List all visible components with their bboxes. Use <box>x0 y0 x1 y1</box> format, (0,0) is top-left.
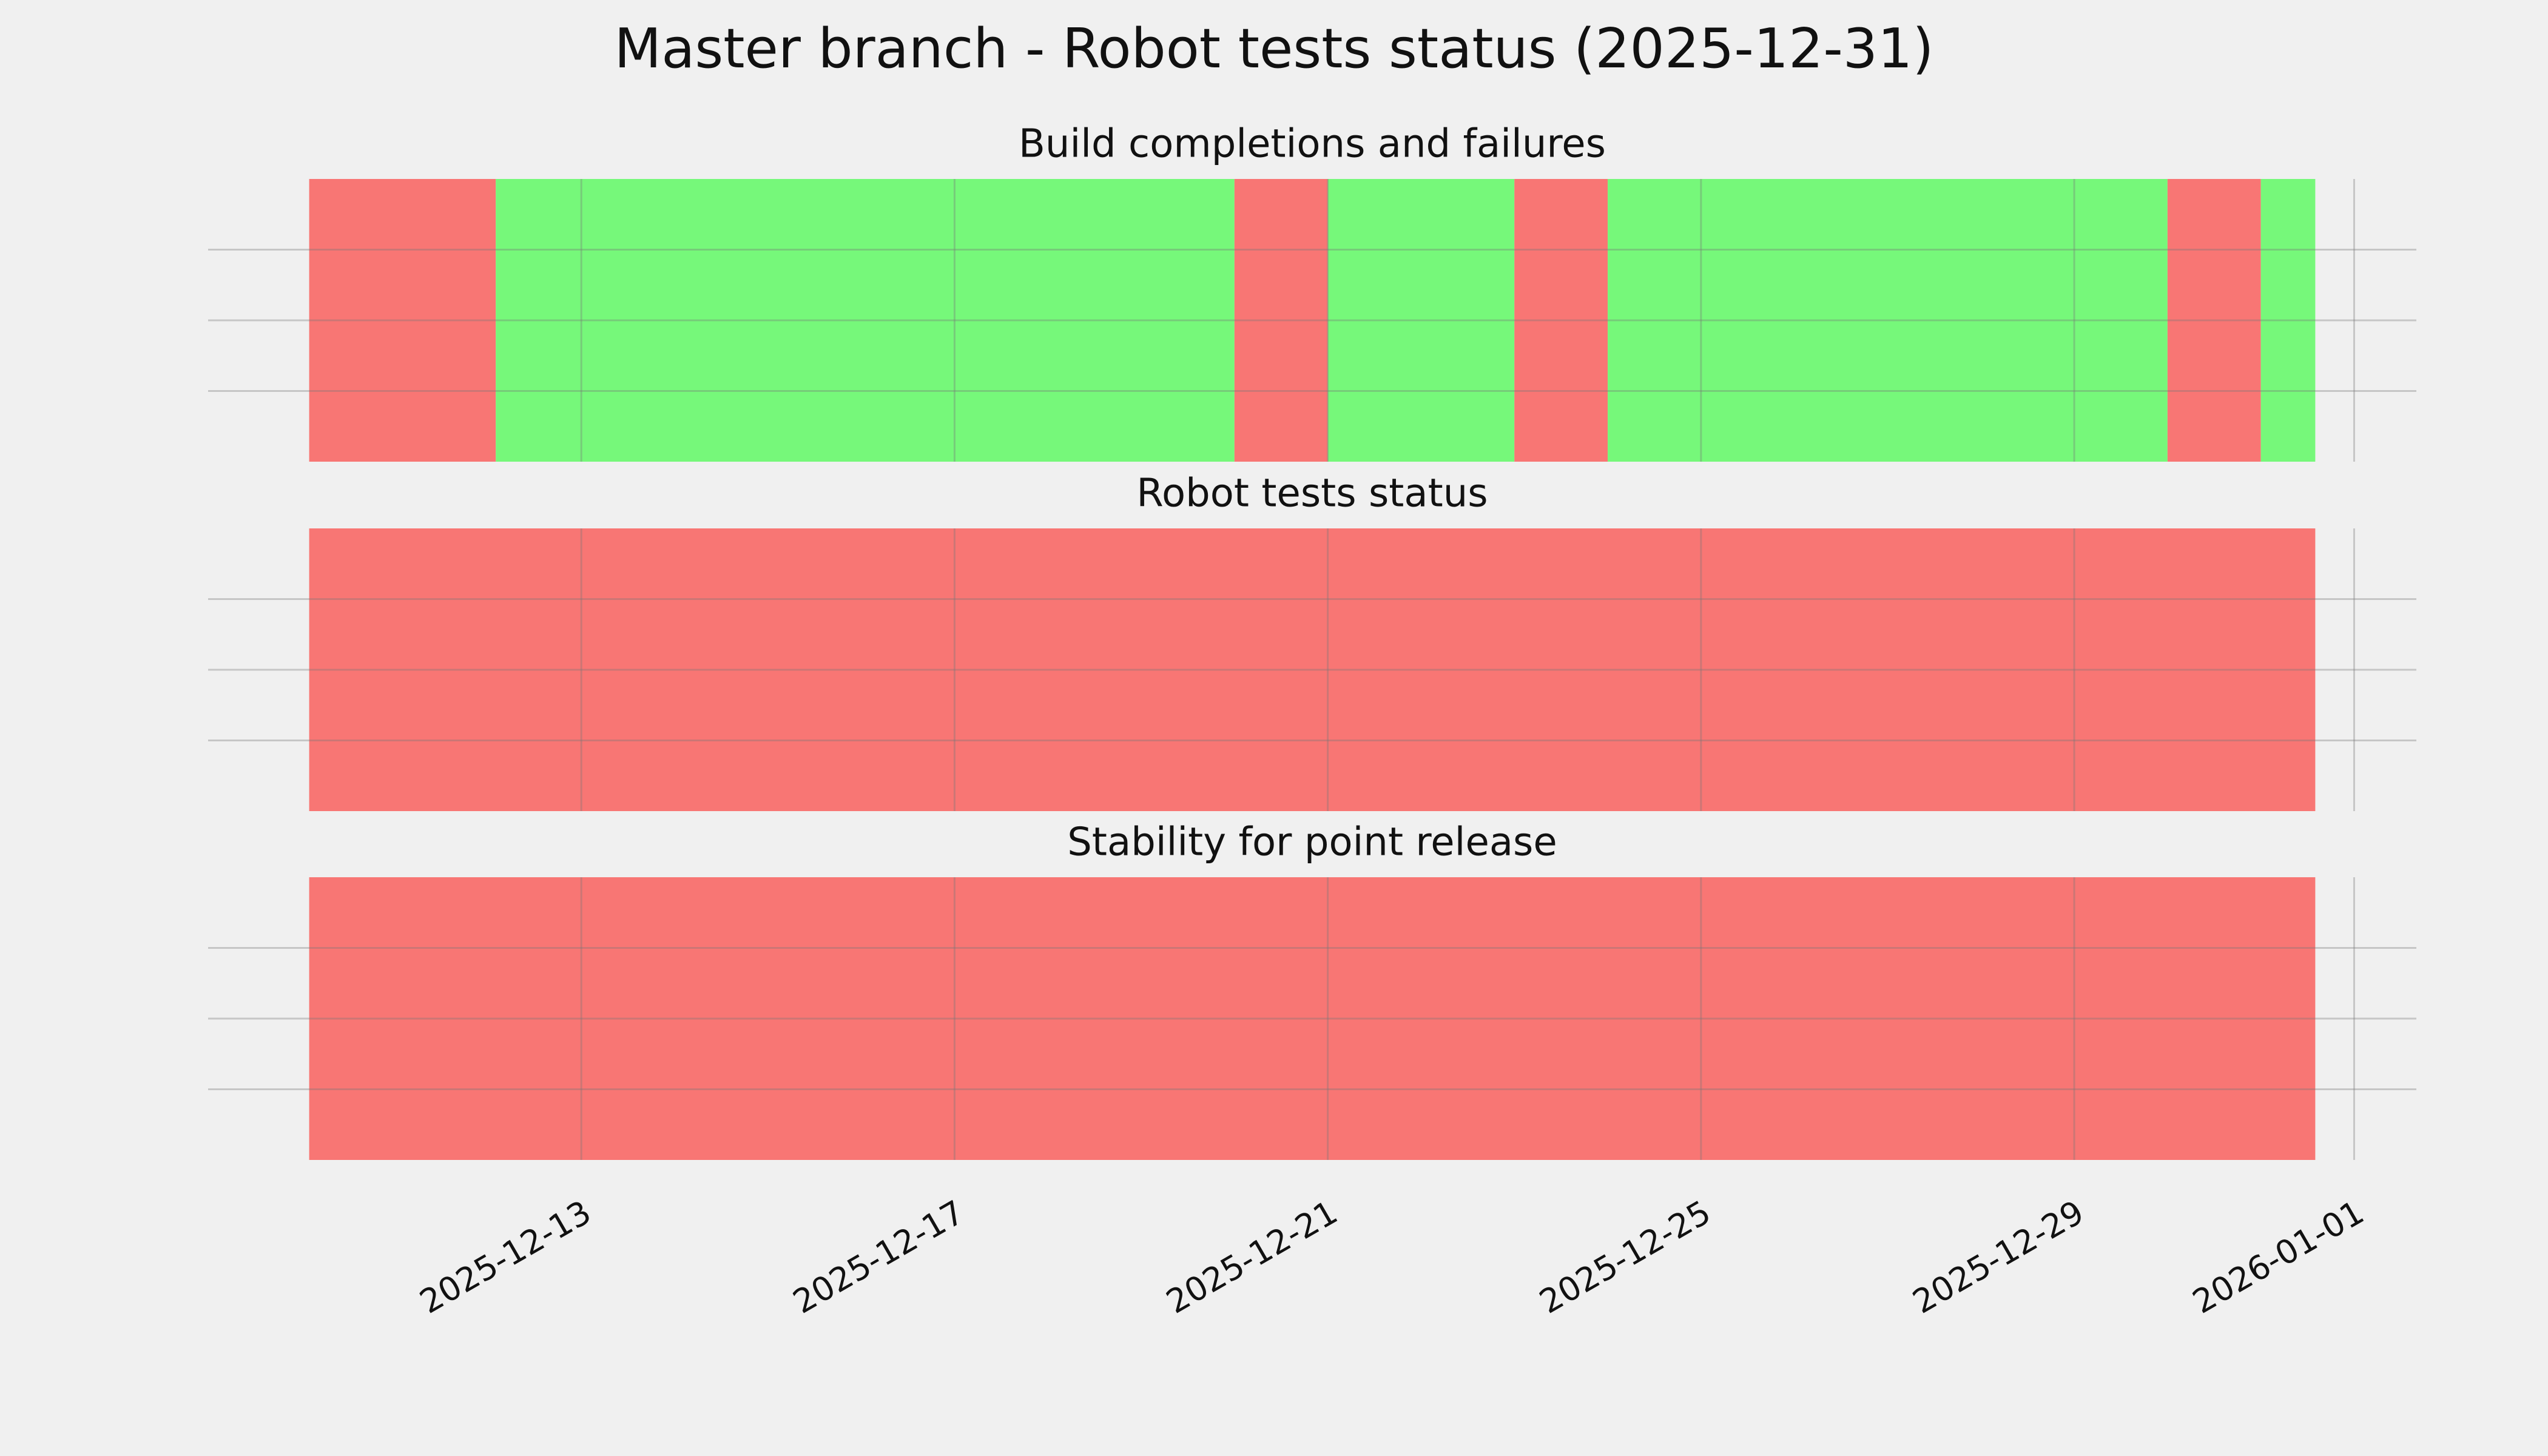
status-span <box>2167 179 2261 462</box>
panel-title: Stability for point release <box>1067 820 1557 865</box>
status-span <box>1514 179 1608 462</box>
status-span <box>309 528 2316 811</box>
status-span <box>309 877 2316 1160</box>
status-span <box>2260 179 2316 462</box>
status-span <box>309 179 496 462</box>
chart-title: Master branch - Robot tests status (2025… <box>615 17 1934 81</box>
status-span <box>496 179 1235 462</box>
panel-title: Build completions and failures <box>1019 122 1606 167</box>
status-span <box>1327 179 1515 462</box>
status-span <box>1608 179 2168 462</box>
panel-title: Robot tests status <box>1136 471 1488 516</box>
status-span <box>1234 179 1328 462</box>
